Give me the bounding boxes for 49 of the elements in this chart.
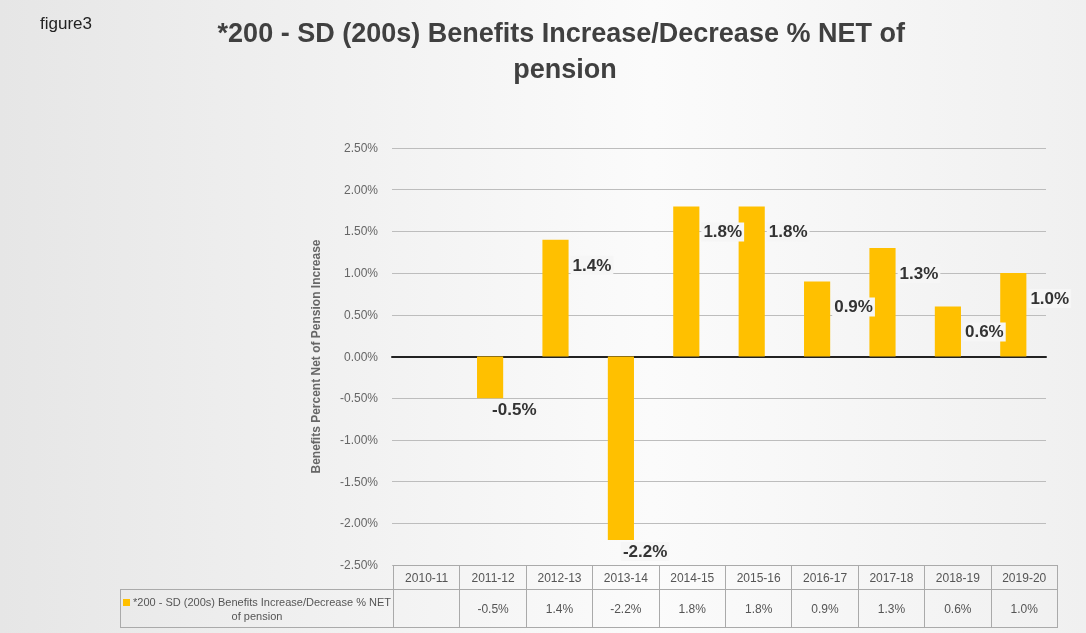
x-tick-label: 2011-12 (459, 565, 527, 590)
y-tick-label: -1.50% (339, 474, 379, 489)
text: 1.3% (899, 264, 939, 284)
x-tick-label: 2016-17 (791, 565, 859, 590)
text: 0.9% (834, 297, 873, 317)
data-label: 1.0% (991, 589, 1058, 628)
data-label: 1.3% (858, 589, 925, 628)
y-tick-label: 2.00% (343, 182, 379, 197)
text: 1.8% (768, 222, 808, 242)
y-tick-label: 0.50% (343, 307, 379, 322)
text: 0.6% (964, 322, 1004, 342)
y-tick-label: 1.50% (343, 224, 379, 239)
data-label: 1.8% (659, 589, 726, 628)
y-tick-label: -2.00% (339, 516, 379, 531)
x-tick-label: 2014-15 (659, 565, 726, 590)
data-label: 1.8% (725, 589, 792, 628)
text: 1.4% (572, 255, 612, 275)
x-tick-label: 2013-14 (592, 565, 660, 590)
y-tick-label: -2.50% (339, 558, 379, 572)
text: 1.8% (703, 222, 743, 242)
x-tick-label: 2018-19 (924, 565, 992, 590)
x-tick-label: 2017-18 (858, 565, 925, 590)
y-tick-label: 1.00% (343, 266, 379, 281)
data-label: -0.5% (459, 589, 527, 628)
bar (542, 239, 569, 357)
bar (673, 206, 700, 357)
x-tick-label: 2012-13 (526, 565, 593, 590)
text: -2.2% (622, 541, 668, 561)
text: -0.5% (492, 400, 537, 420)
text: 1.0% (1030, 289, 1070, 309)
legend-label: *200 - SD (200s) Benefits Increase/Decrease % NET of pension (120, 589, 394, 628)
y-axis-title: Benefits Percent Net of Pension Increase (309, 239, 323, 474)
x-tick-label: 2010-11 (393, 565, 460, 590)
bar (477, 356, 504, 399)
bar (607, 356, 634, 540)
x-tick-label: 2019-20 (991, 565, 1058, 590)
data-label: 0.9% (791, 589, 859, 628)
x-tick-label: 2015-16 (725, 565, 792, 590)
chart-title: *200 - SD (200s) Benefits Increase/Decrease % NET of pension (217, 18, 913, 84)
bar (804, 281, 831, 357)
caption: figure3 (40, 14, 92, 34)
y-tick-label: 2.50% (343, 141, 379, 155)
data-label: -2.2% (592, 589, 660, 628)
y-tick-label: -0.50% (339, 391, 379, 406)
y-tick-label: -1.00% (339, 432, 379, 447)
bar (934, 306, 961, 357)
y-tick-label: 0.00% (343, 349, 379, 364)
data-label: 1.4% (526, 589, 593, 628)
data-label: 0.6% (924, 589, 992, 628)
